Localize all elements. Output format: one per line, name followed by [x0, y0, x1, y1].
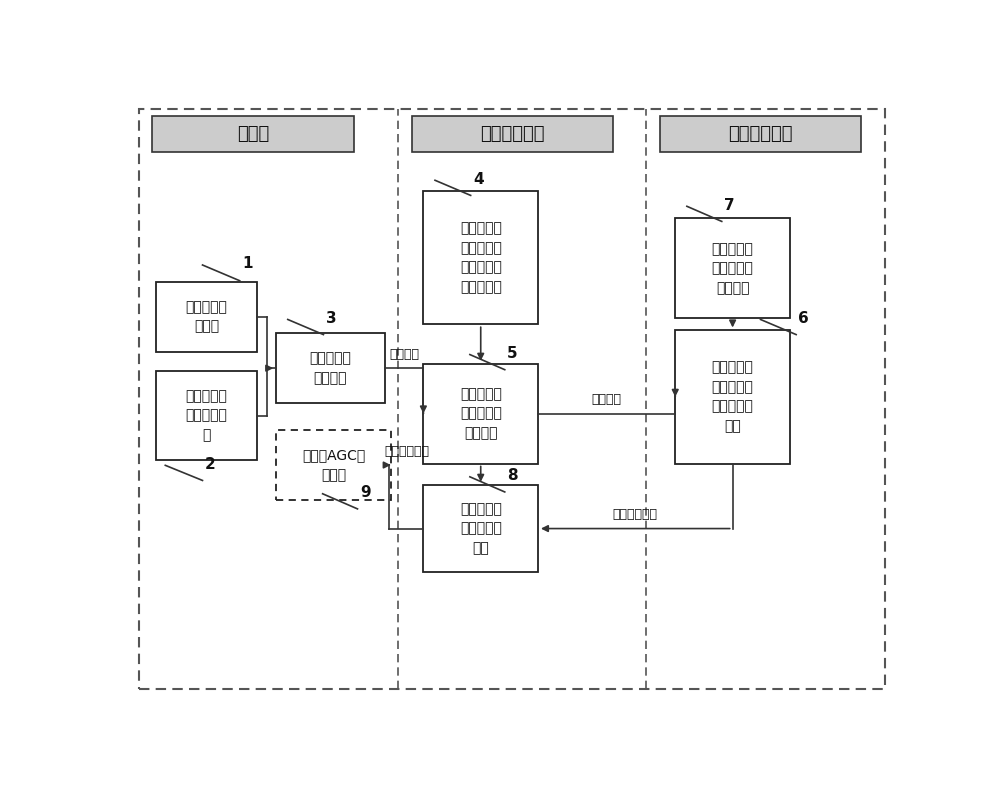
Text: 2: 2	[205, 457, 216, 472]
Bar	[412, 116, 613, 152]
Text: 7: 7	[724, 197, 735, 212]
Bar	[156, 371, 257, 461]
Text: 4: 4	[473, 171, 484, 186]
Text: 5: 5	[507, 346, 518, 361]
Text: 下达控制指令: 下达控制指令	[385, 445, 430, 457]
Text: 区域调度中心: 区域调度中心	[728, 125, 793, 143]
Bar	[675, 219, 790, 318]
Text: 断面约束信
息和风电场
机组性能信
息输入模块: 断面约束信 息和风电场 机组性能信 息输入模块	[460, 222, 502, 294]
Bar	[660, 116, 861, 152]
Text: 风电出力监
测模块: 风电出力监 测模块	[185, 300, 227, 333]
Text: 3: 3	[326, 310, 336, 325]
Text: 下发调节功率: 下发调节功率	[613, 509, 658, 521]
Text: 9: 9	[360, 485, 370, 500]
Text: 风电场信息
上报模块: 风电场信息 上报模块	[309, 351, 351, 385]
Bar	[156, 282, 257, 351]
Text: 基于模型预
测控制的调
节功率计算
模块: 基于模型预 测控制的调 节功率计算 模块	[712, 361, 754, 433]
Text: 上传数据: 上传数据	[389, 348, 419, 361]
Text: 8: 8	[507, 468, 518, 483]
Text: 频率波动与
联络线波动
监测模块: 频率波动与 联络线波动 监测模块	[712, 242, 754, 295]
Bar	[675, 330, 790, 464]
Text: 风电出力超
短期预测模
块: 风电出力超 短期预测模 块	[185, 389, 227, 443]
Text: 6: 6	[798, 310, 809, 325]
Bar	[276, 430, 391, 500]
Bar	[423, 485, 538, 572]
Text: 风电机组调
节功率分配
模块: 风电机组调 节功率分配 模块	[460, 502, 502, 555]
Bar	[276, 333, 385, 403]
Text: 调节容量以
及爬坡速率
计算模块: 调节容量以 及爬坡速率 计算模块	[460, 387, 502, 440]
Text: 上传数据: 上传数据	[592, 393, 622, 406]
Bar	[423, 191, 538, 325]
Text: 风电场AGC系
统模块: 风电场AGC系 统模块	[302, 448, 365, 482]
Text: 1: 1	[243, 256, 253, 271]
Bar	[152, 116, 354, 152]
Text: 省级调度中心: 省级调度中心	[480, 125, 545, 143]
Text: 风电场: 风电场	[237, 125, 269, 143]
Bar	[423, 364, 538, 464]
